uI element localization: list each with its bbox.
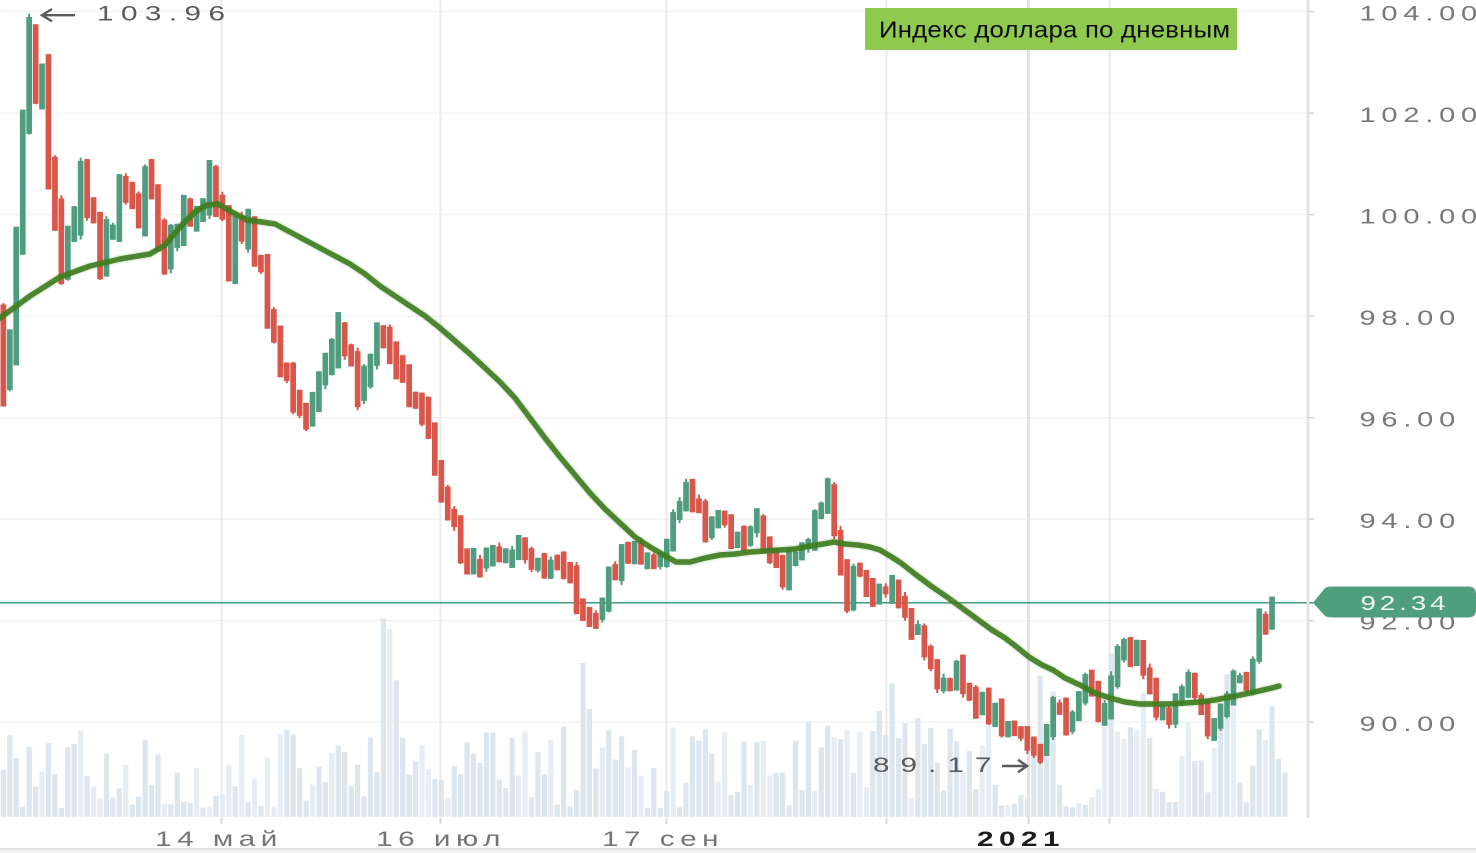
svg-text:2021: 2021: [977, 828, 1065, 851]
svg-text:98.00: 98.00: [1360, 307, 1461, 330]
svg-text:14 май: 14 май: [155, 828, 283, 851]
svg-text:103.96: 103.96: [97, 2, 232, 25]
svg-text:94.00: 94.00: [1360, 510, 1461, 533]
svg-text:Индекс доллара по дневным: Индекс доллара по дневным: [879, 18, 1230, 43]
svg-text:96.00: 96.00: [1360, 408, 1461, 431]
svg-text:100.00: 100.00: [1360, 205, 1476, 228]
svg-text:17 сен: 17 сен: [602, 828, 724, 851]
svg-text:102.00: 102.00: [1360, 104, 1476, 127]
svg-text:92.34: 92.34: [1361, 592, 1450, 614]
svg-text:89.17: 89.17: [873, 754, 1002, 777]
svg-text:104.00: 104.00: [1360, 2, 1476, 25]
svg-text:16 июл: 16 июл: [376, 828, 506, 851]
svg-text:90.00: 90.00: [1360, 713, 1461, 736]
